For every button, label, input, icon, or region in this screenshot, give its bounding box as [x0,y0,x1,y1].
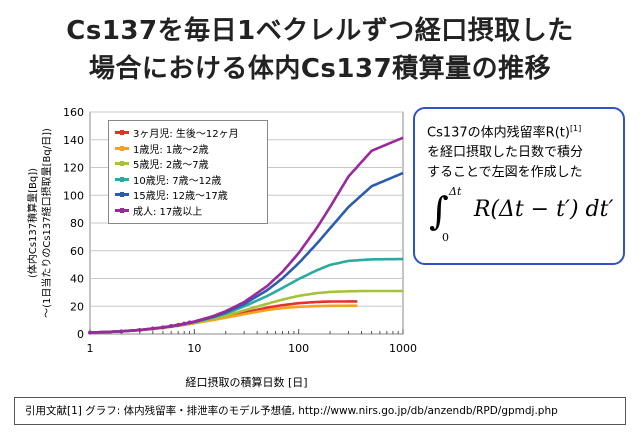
legend-swatch-icon [115,145,129,151]
series-point [137,327,142,332]
legend-item: 15歳児: 12歳〜17歳 [115,187,267,203]
note-line2: を経口摂取した日数で積分 [427,145,584,161]
series-point [176,322,181,327]
series-point [160,325,165,330]
chart-title-line1: Cs137を毎日1ベクレルずつ経口摂取した [66,16,574,46]
reference-citation: 引用文献[1] グラフ: 体内残留率・排泄率のモデル予想値, http://ww… [14,397,626,425]
integral-formula: ∫ Δt 0 R(Δt − t′) dt′ [429,185,614,244]
integral-sign-icon: ∫ [429,189,449,233]
series-point [150,326,155,331]
series-point [169,323,174,328]
y-tick-label: 60 [70,245,84,258]
series-point [187,320,192,325]
legend-swatch-icon [115,207,129,213]
series-point [88,330,92,335]
legend-swatch-icon [115,192,129,198]
y-tick-label: 80 [70,217,84,230]
x-tick-label: 1000 [389,342,417,355]
legend-label: 3ヶ月児: 生後〜12ヶ月 [133,129,239,141]
legend-item: 10歳児: 7歳〜12歳 [115,172,267,188]
series-point [182,321,187,326]
formula-body: R(Δt − t′) dt′ [473,197,614,222]
formula-upper-limit: Δt [449,185,462,198]
legend-item: 成人: 17歳以上 [115,203,267,219]
formula-note-box: Cs137の体内残留率R(t)[1] を経口摂取した日数で積分 することで左図を… [413,107,625,265]
y-tick-label: 100 [63,189,84,202]
legend-swatch-icon [115,176,129,182]
legend-label: 成人: 17歳以上 [133,206,203,218]
note-line3: することで左図を作成した [427,165,583,181]
note-line1-sup: [1] [569,124,582,133]
y-axis-label-line1: (体内Cs137積算量[Bq]) [26,168,39,278]
x-axis-label: 経口摂取の積算日数 [日] [185,375,307,389]
legend-item: 3ヶ月児: 生後〜12ヶ月 [115,125,267,141]
y-tick-label: 20 [70,300,84,313]
legend-item: 1歳児: 1歳〜2歳 [115,141,267,157]
note-line1: Cs137の体内残留率R(t) [427,125,570,141]
note-text: Cs137の体内残留率R(t)[1] を経口摂取した日数で積分 することで左図を… [427,119,623,183]
chart-legend: 3ヶ月児: 生後〜12ヶ月 1歳児: 1歳〜2歳 5歳児: 2歳〜7歳 10歳児: 7… [108,120,268,224]
series-point [119,329,124,334]
x-tick-label: 100 [288,342,309,355]
chart-title-line2: 場合における体内Cs137積算量の推移 [88,54,552,84]
y-axis-label-line2: 〜(1日当たりのCs137経口摂取量[Bq/日]) [40,128,53,318]
legend-label: 5歳児: 2歳〜7歳 [133,160,209,172]
y-tick-label: 120 [63,162,84,175]
legend-item: 5歳児: 2歳〜7歳 [115,156,267,172]
x-tick-label: 1 [87,342,94,355]
legend-swatch-icon [115,130,129,136]
series-line-6 [90,136,404,334]
formula-lower-limit: 0 [442,231,449,244]
y-tick-label: 140 [63,134,84,147]
y-tick-label: 0 [77,328,84,341]
legend-label: 1歳児: 1歳〜2歳 [133,144,209,156]
y-tick-label: 40 [70,273,84,286]
legend-swatch-icon [115,161,129,167]
legend-label: 10歳児: 7歳〜12歳 [133,175,222,187]
y-tick-label: 160 [63,106,84,119]
x-tick-label: 10 [187,342,201,355]
legend-label: 15歳児: 12歳〜17歳 [133,191,228,203]
